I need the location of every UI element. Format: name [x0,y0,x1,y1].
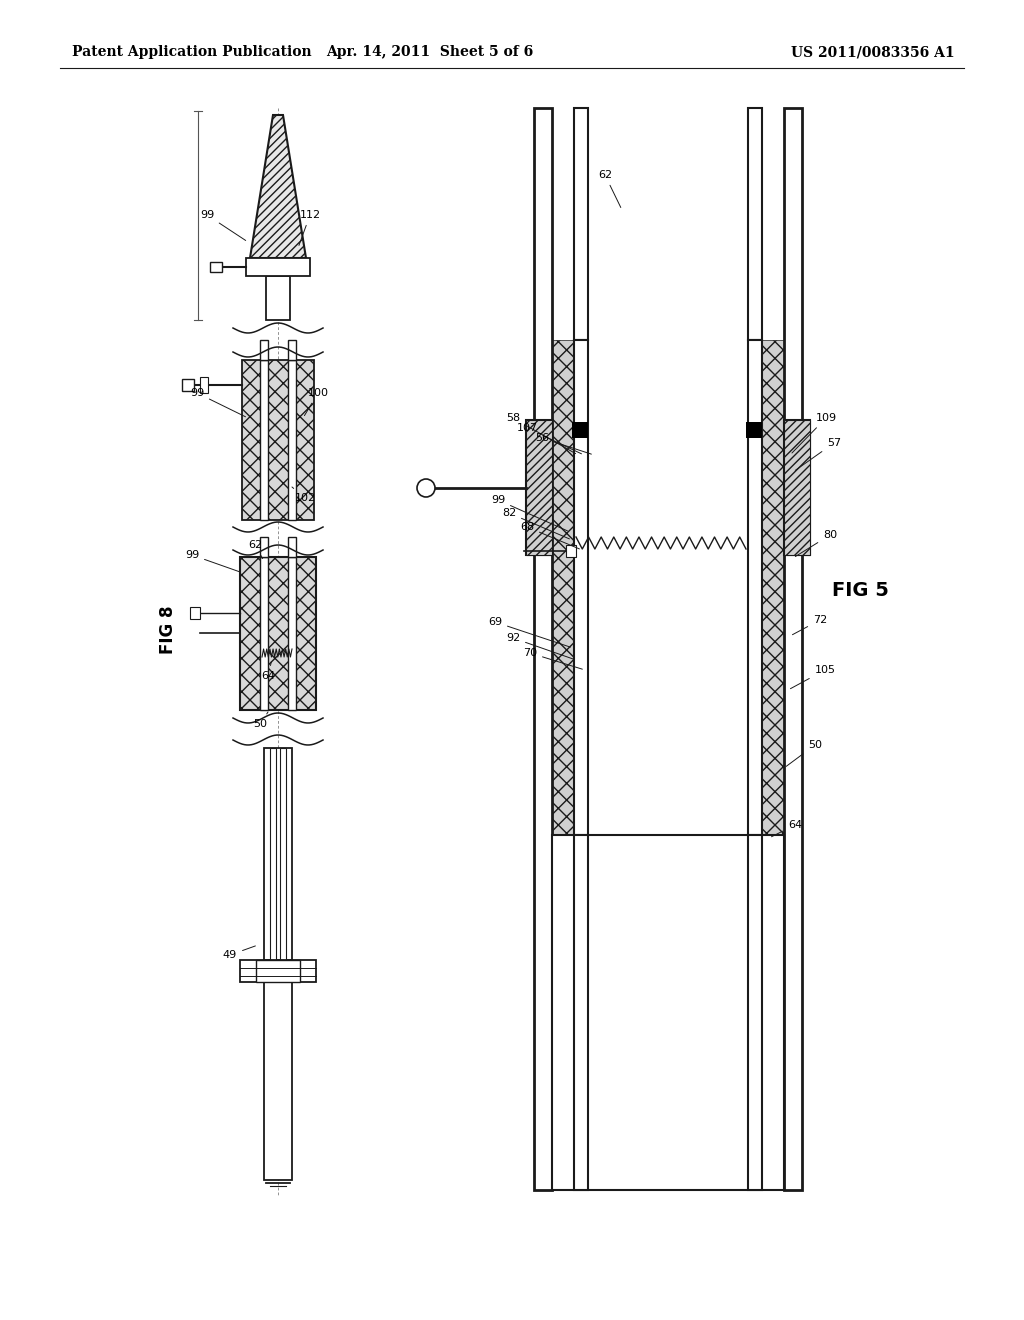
Bar [784,108,802,1191]
Text: 50: 50 [786,741,822,767]
Bar [784,420,810,554]
Bar [288,360,296,520]
Bar [260,537,268,557]
Bar [210,261,222,272]
Bar [574,836,588,1191]
Bar [748,836,762,1191]
Bar [526,420,552,554]
Text: 92: 92 [506,634,573,659]
Bar [574,108,588,341]
Bar [260,341,268,360]
Bar [748,108,762,341]
Bar [526,420,552,554]
Text: 69: 69 [488,616,570,647]
Text: 62: 62 [248,540,262,558]
Bar [288,341,296,360]
Text: FIG 8: FIG 8 [159,606,177,655]
Bar [266,276,290,319]
Bar [190,607,200,619]
Bar [784,420,810,554]
Text: 70: 70 [523,648,583,669]
Text: 64: 64 [771,820,802,837]
Bar [588,341,748,836]
Text: 105: 105 [791,665,836,689]
Text: 100: 100 [304,388,329,416]
Text: 82: 82 [502,508,569,539]
Text: 107: 107 [516,422,582,454]
Text: Patent Application Publication: Patent Application Publication [72,45,311,59]
Text: 68: 68 [520,521,580,549]
Bar [280,748,286,960]
Bar [256,960,300,982]
Bar [246,257,310,276]
Text: 112: 112 [299,210,321,246]
Bar [264,748,292,960]
Bar [288,557,296,710]
Bar [240,960,316,982]
Bar [288,537,296,557]
Text: 64: 64 [261,661,275,681]
Text: 49: 49 [223,946,255,960]
Text: 80: 80 [796,531,837,557]
Bar [748,341,762,836]
Text: 102: 102 [292,487,315,503]
Text: 99: 99 [490,495,567,531]
Text: 62: 62 [598,170,621,207]
Text: 57: 57 [796,438,841,470]
Text: 109: 109 [792,413,837,453]
Bar [264,982,292,1180]
Bar [260,557,268,710]
Text: Apr. 14, 2011  Sheet 5 of 6: Apr. 14, 2011 Sheet 5 of 6 [327,45,534,59]
Bar [270,748,276,960]
Text: 99: 99 [200,210,246,240]
Bar [200,378,208,393]
Text: 58: 58 [506,413,575,454]
Bar [182,379,194,391]
Polygon shape [250,115,306,257]
Circle shape [417,479,435,498]
Bar [260,360,268,520]
Text: 50: 50 [253,711,268,729]
Text: 99: 99 [189,388,246,417]
Bar [574,108,762,341]
Bar [552,341,784,836]
Bar [240,557,316,710]
Bar [534,108,552,1191]
Text: FIG 5: FIG 5 [831,581,889,599]
Text: 72: 72 [793,615,827,635]
Bar [746,422,762,438]
Bar [552,836,784,1191]
Text: 56: 56 [535,433,591,454]
Bar [242,360,314,520]
Text: US 2011/0083356 A1: US 2011/0083356 A1 [792,45,955,59]
Bar [574,341,588,836]
Text: 99: 99 [185,550,241,572]
Bar [572,422,588,438]
Bar [566,545,575,557]
